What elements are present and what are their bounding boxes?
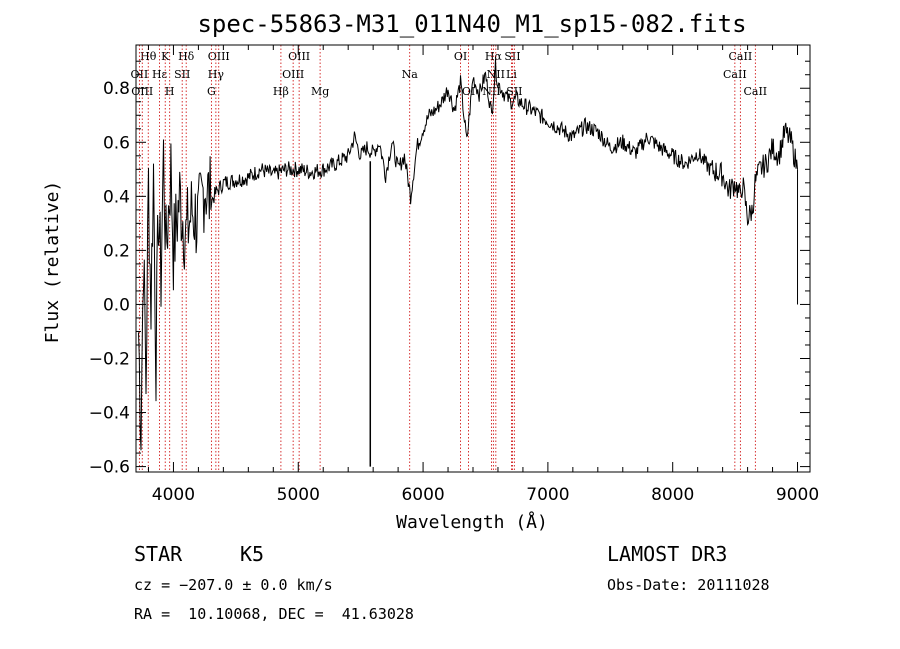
y-axis-label: Flux (relative) <box>42 181 63 344</box>
line-label: CaII <box>743 85 767 98</box>
cz-value: cz = −207.0 ± 0.0 km/s <box>134 576 333 594</box>
y-tick-label: 0.8 <box>103 79 130 99</box>
line-label: CaII <box>729 50 753 63</box>
line-label: OI <box>454 50 467 63</box>
object-subclass: K5 <box>240 542 265 566</box>
chart-title: spec-55863-M31_011N40_M1_sp15-082.fits <box>197 10 746 38</box>
x-tick-label: 7000 <box>526 485 569 505</box>
line-label: K <box>161 50 170 63</box>
line-label: Hε <box>152 68 168 81</box>
spectrum-series <box>138 58 799 467</box>
line-label: SII <box>504 50 520 63</box>
x-tick-label: 9000 <box>776 485 819 505</box>
x-tick-label: 8000 <box>651 485 694 505</box>
line-label: OIII <box>288 50 310 63</box>
coordinates: RA = 10.10068, DEC = 41.63028 <box>134 605 414 623</box>
spectrum-line <box>138 58 798 451</box>
y-tick-label: 0.0 <box>103 295 130 315</box>
line-label: OIII <box>208 50 230 63</box>
x-tick-label: 5000 <box>277 485 320 505</box>
y-tick-label: −0.6 <box>89 458 130 478</box>
line-label: H <box>165 85 175 98</box>
line-label: SII <box>174 68 190 81</box>
obs-date: Obs-Date: 20111028 <box>607 576 770 594</box>
line-label: SII <box>506 85 522 98</box>
line-label: Hβ <box>273 85 289 98</box>
y-tick-label: 0.2 <box>103 241 130 261</box>
plot-frame <box>135 44 811 473</box>
line-label: OI <box>462 85 475 98</box>
x-tick-label: 4000 <box>152 485 195 505</box>
line-label: Hγ <box>208 68 225 81</box>
object-type: STAR <box>134 542 183 566</box>
survey-name: LAMOST DR3 <box>607 542 728 566</box>
line-label: G <box>207 85 216 98</box>
line-label: Mg <box>311 85 329 98</box>
x-axis: 4000 5000 6000 7000 8000 9000 <box>147 45 819 505</box>
line-label: Na <box>402 68 419 81</box>
line-label: Hα <box>485 50 503 63</box>
line-label: Hδ <box>178 50 195 63</box>
x-tick-label: 6000 <box>401 485 444 505</box>
x-axis-label: Wavelength (Å) <box>396 511 548 533</box>
y-axis: −0.6 −0.4 −0.2 0.0 0.2 0.4 0.6 0.8 <box>89 60 810 478</box>
y-tick-label: 0.6 <box>103 133 130 153</box>
y-tick-label: 0.4 <box>103 187 130 207</box>
line-label: NII <box>482 85 500 98</box>
line-label: OIII <box>282 68 304 81</box>
y-tick-label: −0.2 <box>89 349 130 369</box>
line-label: CaII <box>723 68 747 81</box>
line-label: Hθ <box>140 50 157 63</box>
line-label: OIII <box>131 85 153 98</box>
y-tick-label: −0.4 <box>89 404 130 424</box>
line-label: Li <box>506 68 517 81</box>
